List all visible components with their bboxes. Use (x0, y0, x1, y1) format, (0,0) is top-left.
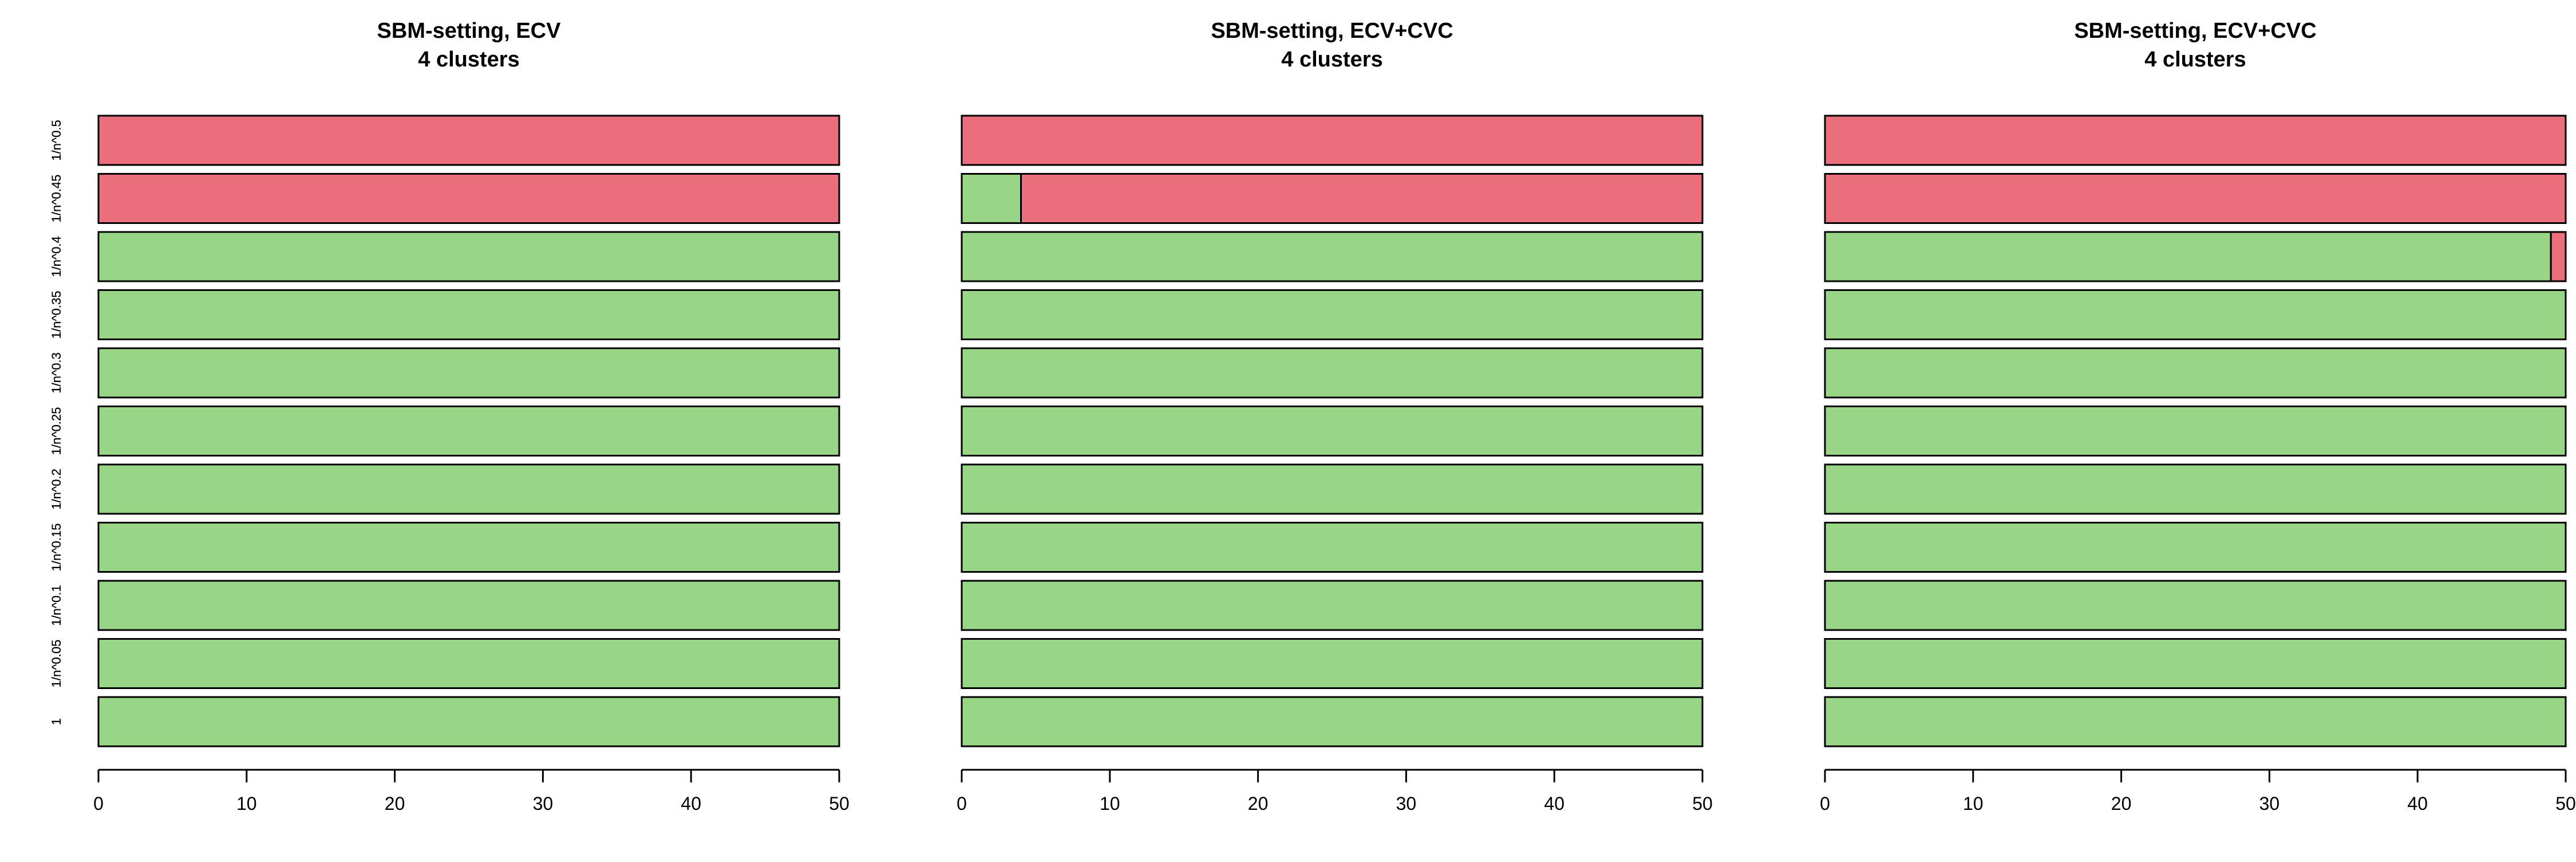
y-tick-label: 1/n^0.15 (49, 524, 64, 572)
bar-segment-green (961, 522, 1704, 573)
bar-segment-red (1824, 115, 2567, 166)
chart-title: SBM-setting, ECV+CVC (2074, 19, 2316, 43)
bar-segment-green (97, 638, 840, 689)
y-tick-label: 1/n^0.2 (49, 469, 64, 510)
bar-segment-green (97, 463, 840, 515)
y-tick-label: 1/n^0.25 (49, 407, 64, 455)
y-tick-label: 1/n^0.05 (49, 640, 64, 688)
y-tick-label: 1/n^0.25 (49, 407, 64, 455)
bar-segment-green (97, 289, 840, 340)
y-tick-label: 1/n^0.3 (49, 352, 64, 393)
y-tick-label: 1/n^0.2 (49, 469, 64, 510)
bar-segment-green (961, 231, 1704, 282)
bar-segment-green (97, 580, 840, 631)
bar-segment-green (961, 406, 1704, 456)
x-tick-label: 20 (2111, 793, 2132, 814)
y-tick-label: 1/n^0.15 (49, 524, 64, 572)
x-tick-label: 50 (1692, 793, 1713, 814)
bar-segment-green (1824, 231, 2552, 282)
y-tick-label: 1 (49, 718, 64, 725)
bar-segment-green (97, 231, 840, 282)
bar-segment-green (1824, 463, 2567, 515)
x-tick-label: 30 (533, 793, 554, 814)
y-tick-label: 1/n^0.05 (49, 640, 64, 688)
chart-subtitle: 4 clusters (418, 48, 519, 72)
bar-segment-green (97, 406, 840, 456)
bar-segment-green (961, 696, 1704, 747)
y-tick-label: 1/n^0.25 (49, 407, 64, 455)
chart-title: SBM-setting, ECV (377, 19, 562, 43)
y-tick-label: 1/n^0.3 (49, 352, 64, 393)
y-tick-label: 1 (49, 718, 64, 725)
y-tick-label: 1/n^0.15 (49, 524, 64, 572)
bar-segment-green (961, 173, 1022, 224)
y-tick-label: 1/n^0.1 (49, 585, 64, 626)
bar-segment-green (1824, 406, 2567, 456)
chart-subtitle: 4 clusters (2144, 48, 2246, 72)
chart-subtitle: 4 clusters (1281, 48, 1382, 72)
bar-segment-green (961, 580, 1704, 631)
bar-segment-green (1824, 289, 2567, 340)
bar-segment-red (1824, 173, 2567, 224)
x-tick-label: 20 (385, 793, 405, 814)
y-tick-label: 1/n^0.5 (49, 120, 64, 161)
bar-segment-green (1824, 347, 2567, 399)
x-tick-label: 10 (236, 793, 257, 814)
y-tick-label: 1/n^0.45 (49, 175, 64, 223)
y-tick-label: 1/n^0.4 (49, 236, 64, 277)
bar-segment-red (2550, 231, 2567, 282)
bar-segment-red (961, 115, 1704, 166)
y-tick-label: 1/n^0.35 (49, 291, 64, 339)
x-tick-label: 30 (1396, 793, 1417, 814)
bar-segment-green (97, 347, 840, 399)
y-tick-label: 1/n^0.35 (49, 291, 64, 339)
y-tick-label: 1/n^0.4 (49, 236, 64, 277)
bar-segment-green (97, 696, 840, 747)
y-tick-label: 1 (49, 718, 64, 725)
chart-panel-2: SBM-setting, ECV+CVC 4 clusters 1 1/n^0.05 1… (49, 19, 1713, 814)
bar-segment-red (1020, 173, 1704, 224)
y-tick-label: 1/n^0.3 (49, 352, 64, 393)
chart-panel-1: SBM-setting, ECV 4 clusters 1 1/n^0.05 1/n^0… (49, 19, 850, 814)
x-tick-label: 40 (681, 793, 701, 814)
bar-segment-green (961, 463, 1704, 515)
chart-panel-3: SBM-setting, ECV+CVC 4 clusters 1 1/n^0.05 1… (49, 19, 2576, 814)
y-tick-label: 1/n^0.05 (49, 640, 64, 688)
x-tick-label: 10 (1100, 793, 1120, 814)
bar-segment-green (961, 347, 1704, 399)
y-tick-label: 1/n^0.1 (49, 585, 64, 626)
bar-segment-green (961, 638, 1704, 689)
bar-segment-green (961, 289, 1704, 340)
y-tick-label: 1/n^0.1 (49, 585, 64, 626)
x-tick-label: 50 (829, 793, 850, 814)
x-tick-label: 30 (2259, 793, 2280, 814)
x-tick-label: 20 (1248, 793, 1269, 814)
x-tick-label: 40 (2407, 793, 2428, 814)
y-tick-label: 1/n^0.2 (49, 469, 64, 510)
y-tick-label: 1/n^0.5 (49, 120, 64, 161)
x-tick-label: 0 (93, 793, 104, 814)
bar-segment-green (1824, 638, 2567, 689)
x-tick-label: 40 (1544, 793, 1564, 814)
bar-segment-red (97, 115, 840, 166)
bar-segment-green (1824, 522, 2567, 573)
y-tick-label: 1/n^0.4 (49, 236, 64, 277)
bar-segment-green (1824, 580, 2567, 631)
y-tick-label: 1/n^0.45 (49, 175, 64, 223)
y-tick-label: 1/n^0.45 (49, 175, 64, 223)
x-tick-label: 50 (2555, 793, 2576, 814)
chart-title: SBM-setting, ECV+CVC (1211, 19, 1453, 43)
x-tick-label: 0 (957, 793, 967, 814)
x-tick-label: 0 (1820, 793, 1830, 814)
bar-segment-red (97, 173, 840, 224)
y-tick-label: 1/n^0.5 (49, 120, 64, 161)
bar-segment-green (1824, 696, 2567, 747)
bar-segment-green (97, 522, 840, 573)
y-tick-label: 1/n^0.35 (49, 291, 64, 339)
x-tick-label: 10 (1963, 793, 1984, 814)
